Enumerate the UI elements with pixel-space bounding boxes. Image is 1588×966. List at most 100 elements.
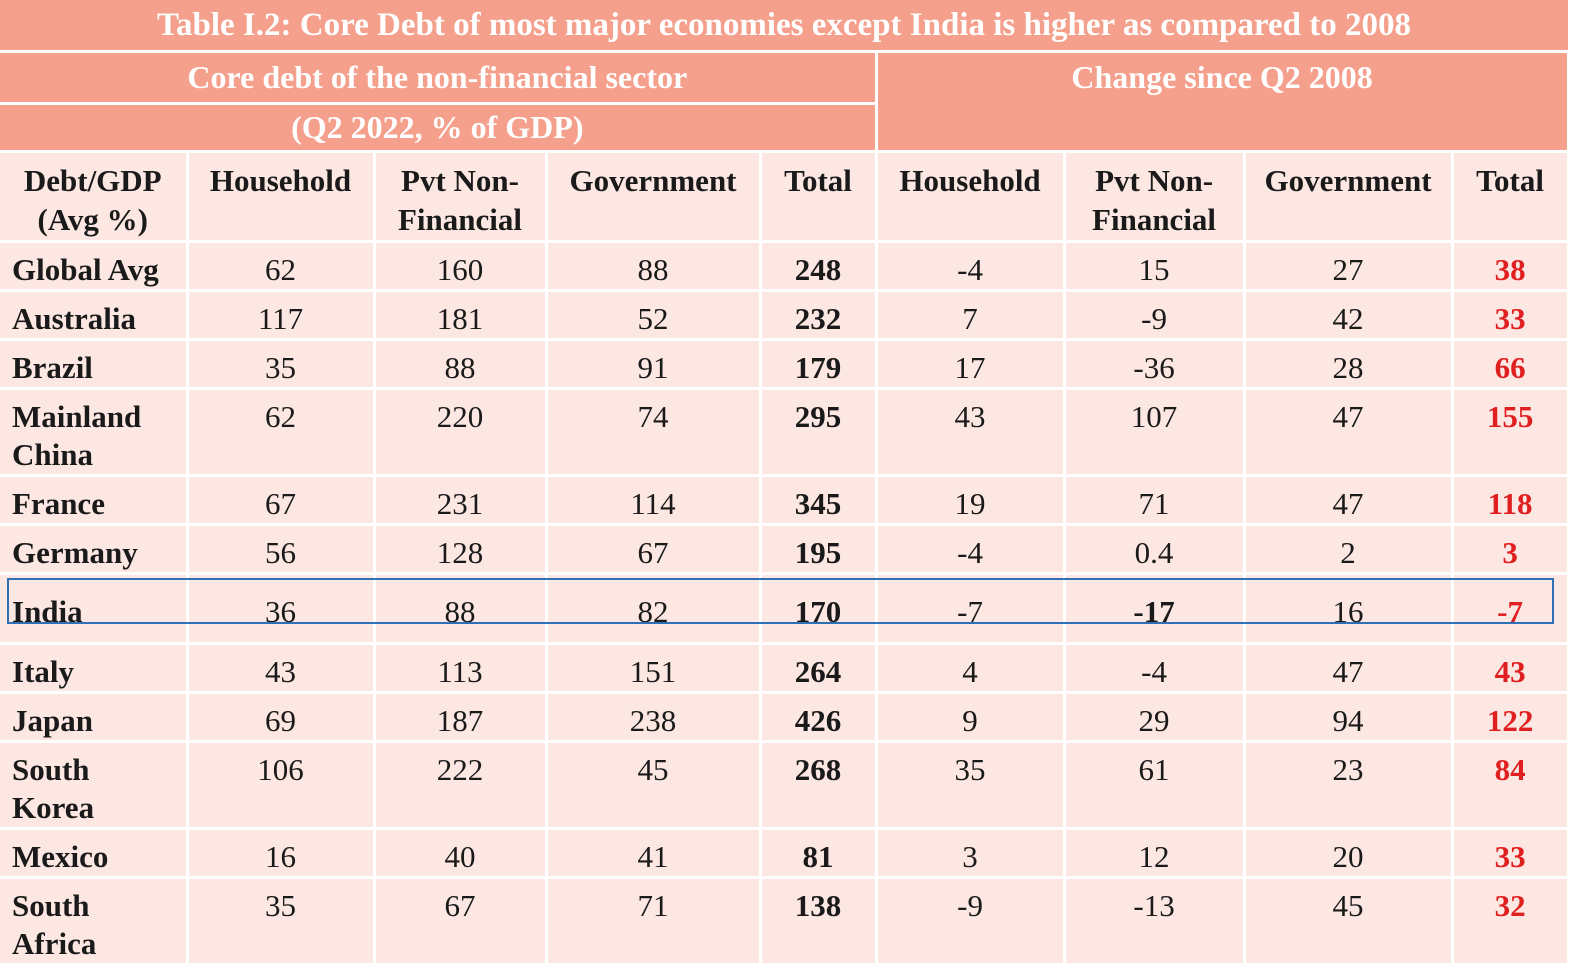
cell-change-pvt-non-financial: -17: [1064, 573, 1246, 645]
row-label: South Korea: [0, 741, 189, 830]
cell-household: 62: [187, 388, 376, 477]
row-label: Global Avg: [0, 241, 189, 292]
cell-government: 67: [546, 524, 762, 575]
debt-table: Core debt of the non-financial sector Ch…: [0, 53, 1570, 966]
cell-total: 295: [760, 388, 878, 477]
cell-change-government: 2: [1244, 524, 1454, 575]
cell-household: 56: [187, 524, 376, 575]
table-title: Table I.2: Core Debt of most major econo…: [0, 0, 1568, 53]
cell-change-household: -4: [876, 524, 1066, 575]
row-label-line2: Korea: [12, 789, 95, 825]
cell-government: 52: [546, 290, 762, 341]
cell-government: 88: [546, 241, 762, 292]
col-header-household: Household: [187, 151, 376, 243]
cell-change-government: 27: [1244, 241, 1454, 292]
cell-pvt-non-financial: 181: [374, 290, 548, 341]
cell-household: 62: [187, 241, 376, 292]
cell-change-pvt-non-financial: 71: [1064, 475, 1246, 526]
row-label-line1: Brazil: [12, 349, 93, 385]
row-label-line2: China: [12, 436, 93, 472]
row-label: South Africa: [0, 877, 189, 966]
cell-household: 35: [187, 877, 376, 966]
row-label-line1: India: [12, 593, 83, 629]
cell-change-total: 155: [1452, 388, 1570, 477]
cell-pvt-non-financial: 113: [374, 643, 548, 694]
cell-government: 151: [546, 643, 762, 694]
cell-government: 45: [546, 741, 762, 830]
cell-pvt-non-financial: 231: [374, 475, 548, 526]
row-label: Mexico: [0, 828, 189, 879]
cell-total: 179: [760, 339, 878, 390]
group-subheader-core-debt: (Q2 2022, % of GDP): [0, 103, 878, 153]
table-row: South Africa 35 67 71 138 -9 -13 45 32: [0, 877, 1570, 966]
cell-change-government: 28: [1244, 339, 1454, 390]
cell-change-total: 38: [1452, 241, 1570, 292]
cell-total: 268: [760, 741, 878, 830]
cell-change-government: 20: [1244, 828, 1454, 879]
table-row: Mainland China 62 220 74 295 43 107 47 155: [0, 388, 1570, 477]
row-label-line1: Japan: [12, 702, 93, 738]
col-header-change-total: Total: [1452, 151, 1570, 243]
cell-change-household: 19: [876, 475, 1066, 526]
cell-change-government: 47: [1244, 388, 1454, 477]
cell-change-pvt-non-financial: -36: [1064, 339, 1246, 390]
cell-change-pvt-non-financial: -9: [1064, 290, 1246, 341]
cell-pvt-non-financial: 40: [374, 828, 548, 879]
cell-pvt-non-financial: 88: [374, 573, 548, 645]
cell-household: 69: [187, 692, 376, 743]
row-label-line2: Africa: [12, 925, 97, 961]
table-row: South Korea 106 222 45 268 35 61 23 84: [0, 741, 1570, 830]
cell-household: 35: [187, 339, 376, 390]
cell-household: 36: [187, 573, 376, 645]
group-header-change: Change since Q2 2008: [876, 53, 1570, 153]
table-row: Italy 43 113 151 264 4 -4 47 43: [0, 643, 1570, 694]
row-label: Australia: [0, 290, 189, 341]
cell-government: 238: [546, 692, 762, 743]
table-row: India 36 88 82 170 -7 -17 16 -7: [0, 573, 1570, 645]
cell-change-total: 33: [1452, 290, 1570, 341]
cell-change-pvt-non-financial: 29: [1064, 692, 1246, 743]
cell-change-household: 43: [876, 388, 1066, 477]
cell-change-government: 42: [1244, 290, 1454, 341]
cell-change-household: 4: [876, 643, 1066, 694]
cell-change-pvt-non-financial: 107: [1064, 388, 1246, 477]
cell-household: 43: [187, 643, 376, 694]
cell-change-household: -7: [876, 573, 1066, 645]
col-header-total: Total: [760, 151, 878, 243]
cell-change-household: 7: [876, 290, 1066, 341]
cell-change-total: 84: [1452, 741, 1570, 830]
cell-change-total: 33: [1452, 828, 1570, 879]
cell-change-total: 3: [1452, 524, 1570, 575]
cell-change-total: -7: [1452, 573, 1570, 645]
cell-change-pvt-non-financial: 0.4: [1064, 524, 1246, 575]
row-label-line1: South: [12, 887, 90, 923]
row-label: Mainland China: [0, 388, 189, 477]
row-label-line1: Germany: [12, 534, 138, 570]
cell-total: 138: [760, 877, 878, 966]
cell-government: 114: [546, 475, 762, 526]
cell-total: 232: [760, 290, 878, 341]
col-header-pvt-non-financial: Pvt Non- Financial: [374, 151, 548, 243]
col-header-change-pvt-non-financial: Pvt Non- Financial: [1064, 151, 1246, 243]
table-row: France 67 231 114 345 19 71 47 118: [0, 475, 1570, 526]
table-row: Australia 117 181 52 232 7 -9 42 33: [0, 290, 1570, 341]
cell-change-government: 47: [1244, 643, 1454, 694]
cell-total: 170: [760, 573, 878, 645]
cell-pvt-non-financial: 220: [374, 388, 548, 477]
group-header-core-debt: Core debt of the non-financial sector: [0, 53, 878, 105]
cell-household: 67: [187, 475, 376, 526]
cell-change-government: 16: [1244, 573, 1454, 645]
cell-pvt-non-financial: 88: [374, 339, 548, 390]
cell-pvt-non-financial: 67: [374, 877, 548, 966]
row-label-line1: Global Avg: [12, 251, 159, 287]
cell-change-total: 118: [1452, 475, 1570, 526]
cell-change-household: 17: [876, 339, 1066, 390]
cell-household: 117: [187, 290, 376, 341]
cell-government: 82: [546, 573, 762, 645]
cell-change-pvt-non-financial: 12: [1064, 828, 1246, 879]
cell-change-household: 9: [876, 692, 1066, 743]
cell-change-household: 3: [876, 828, 1066, 879]
cell-total: 81: [760, 828, 878, 879]
cell-pvt-non-financial: 222: [374, 741, 548, 830]
